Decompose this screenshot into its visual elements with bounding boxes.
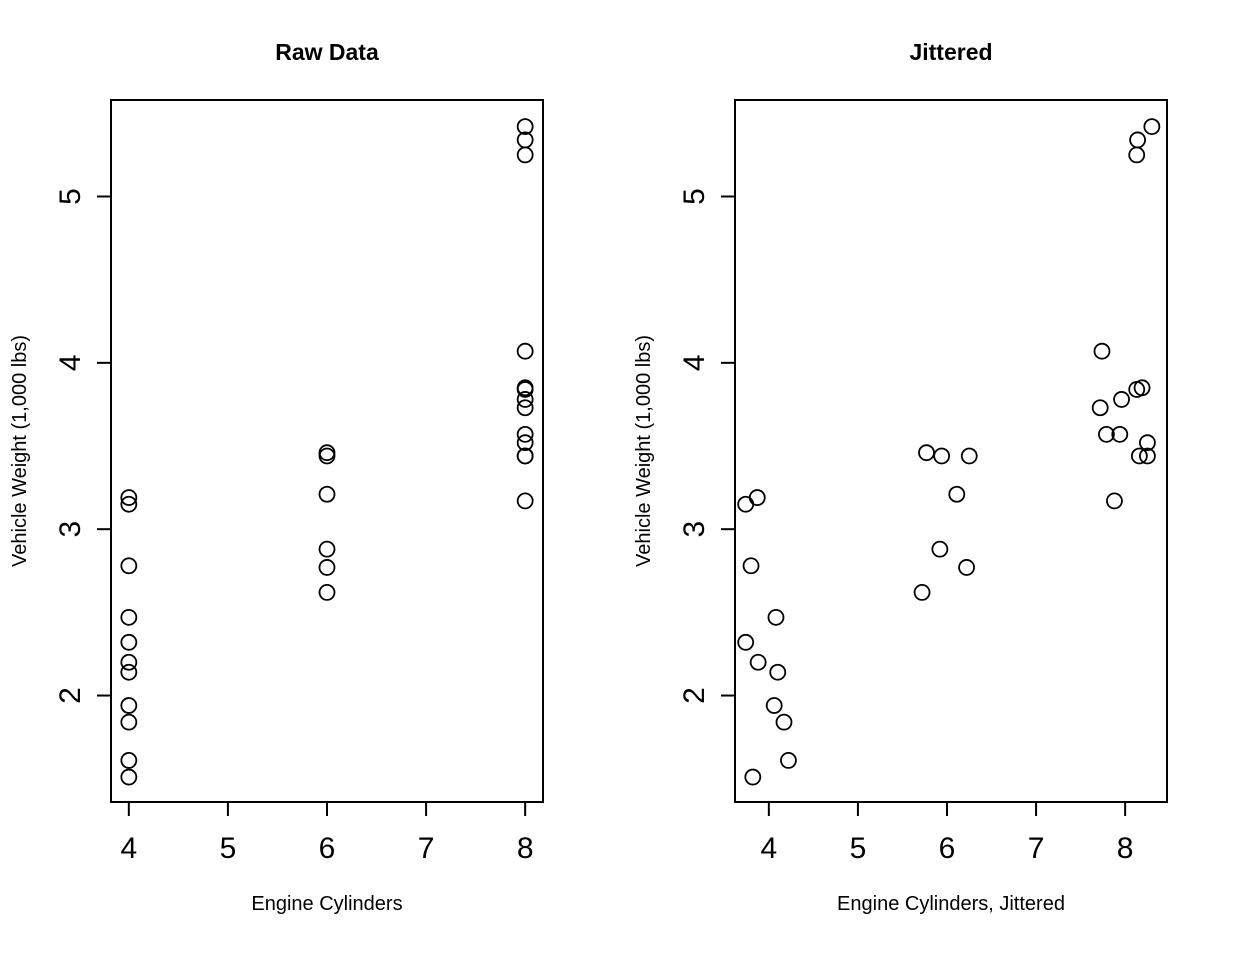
data-point (120, 713, 138, 731)
x-tick-label: 4 (120, 832, 137, 865)
data-point (318, 540, 336, 558)
data-point (960, 447, 978, 465)
x-tick-label: 6 (319, 832, 336, 865)
data-point (516, 131, 534, 149)
y-tick-label: 5 (678, 188, 711, 205)
data-point (516, 379, 534, 397)
data-point (748, 489, 766, 506)
data-point (516, 118, 534, 136)
data-point (120, 697, 138, 714)
data-point (516, 391, 534, 408)
data-point (120, 495, 138, 513)
data-point (1129, 131, 1147, 149)
y-tick-label: 3 (54, 521, 87, 538)
data-point (1139, 434, 1156, 452)
data-point (765, 697, 783, 714)
chart-title: Raw Data (275, 39, 379, 65)
data-point (742, 557, 760, 575)
data-point (958, 559, 975, 576)
data-point (318, 447, 336, 465)
mark-layer: 4 5 6 7 8 2 3 4 5 (54, 118, 534, 865)
data-point (737, 495, 755, 513)
x-tick-label: 7 (418, 832, 435, 865)
x-tick-label: 5 (220, 832, 237, 865)
plot-frame (734, 99, 1168, 803)
x-tick-label: 8 (517, 832, 534, 865)
y-tick-label: 2 (54, 687, 87, 704)
data-point (516, 342, 534, 360)
y-tick-label: 3 (678, 521, 711, 538)
x-tick-label: 7 (1028, 832, 1045, 865)
data-point (516, 425, 534, 443)
data-point (120, 663, 138, 681)
mark-layer: 4 5 6 7 8 2 3 4 5 (678, 118, 1161, 865)
data-point (1128, 146, 1146, 164)
data-point (931, 540, 949, 558)
data-point (737, 633, 755, 651)
data-point (1133, 379, 1151, 397)
data-point (1139, 447, 1156, 465)
data-point (120, 489, 138, 506)
y-tick-label: 5 (54, 188, 87, 205)
data-point (1111, 425, 1129, 443)
data-point (120, 752, 138, 769)
data-point (1098, 425, 1115, 443)
data-point (318, 559, 336, 576)
data-point (918, 444, 935, 462)
data-point (120, 653, 138, 671)
x-axis-label: Engine Cylinders (251, 893, 402, 915)
data-point (318, 444, 336, 462)
data-point (1143, 118, 1161, 136)
data-point (744, 768, 762, 786)
data-point (780, 752, 797, 769)
data-point (1091, 399, 1109, 417)
data-point (516, 492, 534, 510)
x-tick-label: 4 (761, 832, 778, 865)
y-axis-label: Vehicle Weight (1,000 lbs) (633, 335, 655, 567)
data-point (120, 608, 138, 626)
plot-frame (110, 99, 544, 803)
data-point (767, 608, 785, 626)
jittered-panel: Jittered 4 5 6 7 8 2 3 4 5 Engine Cylinders, Jit… (633, 39, 1168, 915)
y-tick-label: 2 (678, 687, 711, 704)
data-point (1093, 342, 1111, 360)
data-point (933, 447, 951, 465)
data-point (120, 557, 138, 575)
data-point (516, 146, 534, 164)
y-tick-label: 4 (678, 354, 711, 371)
x-tick-label: 8 (1117, 832, 1134, 865)
data-point (1113, 391, 1130, 408)
y-axis-label: Vehicle Weight (1,000 lbs) (9, 335, 31, 567)
data-point (913, 583, 931, 601)
data-point (948, 485, 966, 503)
data-point (318, 485, 336, 503)
data-point (749, 653, 767, 671)
data-point (120, 768, 138, 786)
x-tick-label: 5 (850, 832, 867, 865)
chart-title: Jittered (909, 39, 992, 65)
data-point (318, 583, 336, 601)
data-point (516, 399, 534, 417)
x-axis-label: Engine Cylinders, Jittered (837, 893, 1065, 915)
data-point (516, 434, 534, 452)
data-point (1106, 492, 1123, 510)
data-point (769, 663, 787, 681)
raw-data-panel: Raw Data 4 5 6 7 8 2 3 4 5 Engine Cylinders Vehi… (9, 39, 544, 915)
x-tick-label: 6 (939, 832, 956, 865)
data-point (775, 713, 793, 731)
data-point (1130, 447, 1148, 465)
y-tick-label: 4 (54, 354, 87, 371)
data-point (120, 633, 138, 651)
data-point (516, 447, 534, 465)
